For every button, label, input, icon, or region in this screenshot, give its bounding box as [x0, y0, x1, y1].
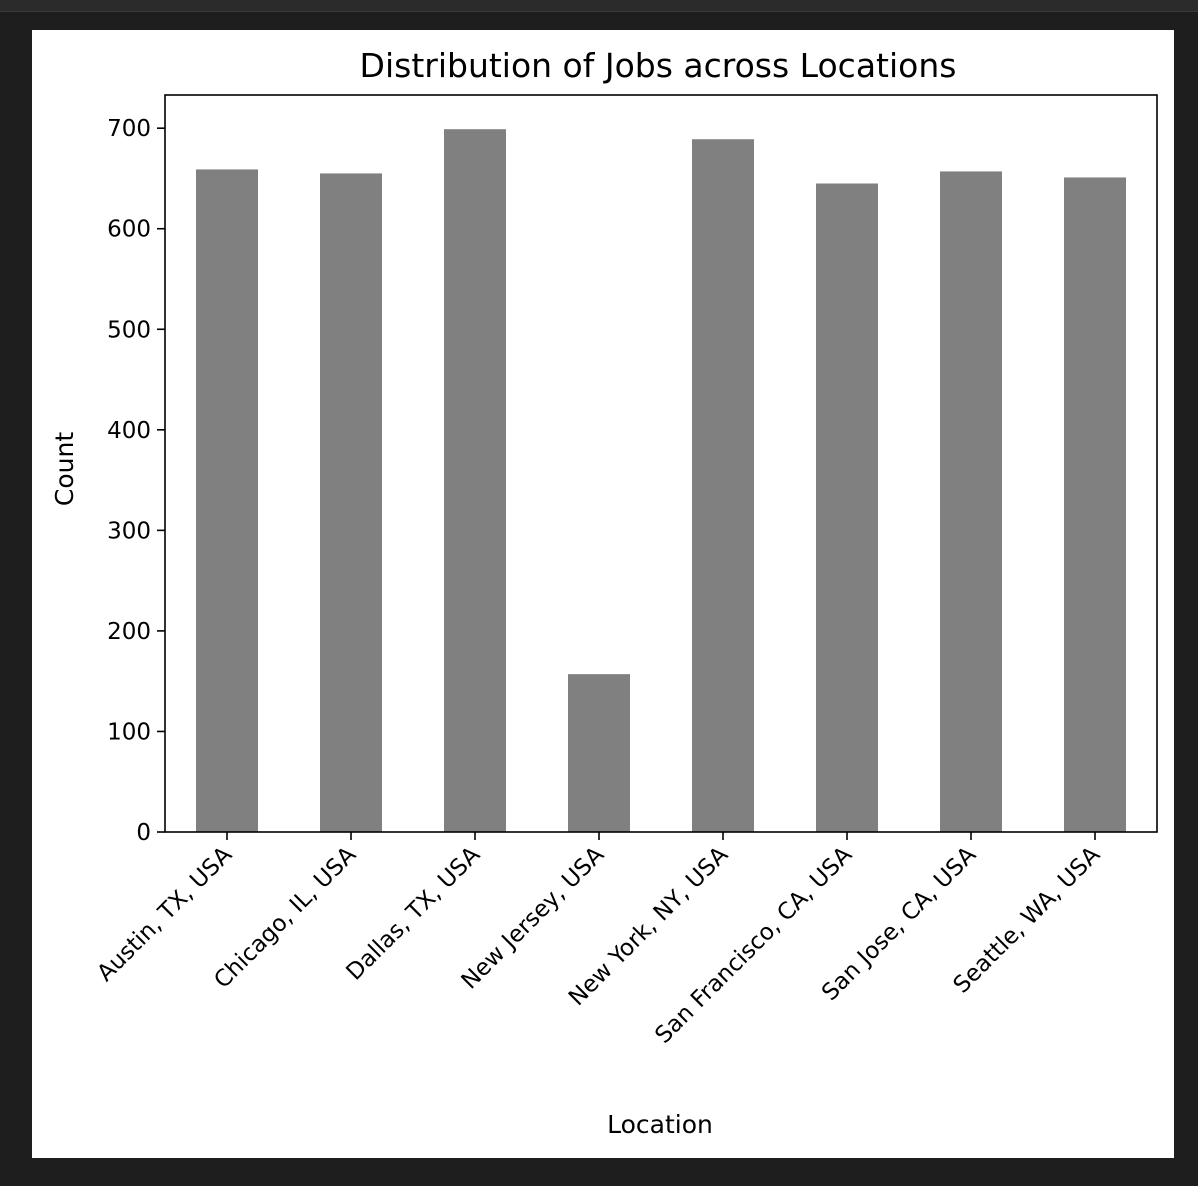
- y-tick-label: 0: [136, 820, 151, 846]
- x-axis-label: Location: [607, 1110, 713, 1139]
- x-tick-label: San Francisco, CA, USA: [650, 842, 857, 1049]
- bar: [1064, 177, 1126, 832]
- plot-frame: [164, 94, 1158, 833]
- bar: [568, 674, 630, 832]
- bar: [692, 139, 754, 832]
- chart-figure: Distribution of Jobs across Locations 0 1…: [32, 30, 1174, 1158]
- y-tick-label: 500: [107, 317, 151, 343]
- chart-title: Distribution of Jobs across Locations: [360, 46, 957, 85]
- bars-group: [196, 129, 1126, 833]
- x-tick-label: Dallas, TX, USA: [341, 842, 485, 986]
- bar: [320, 173, 382, 832]
- bar: [816, 183, 878, 832]
- x-tick-label: Austin, TX, USA: [92, 842, 237, 987]
- y-tick-label: 600: [107, 217, 151, 243]
- bar: [940, 171, 1002, 832]
- bar-chart: Distribution of Jobs across Locations 0 1…: [50, 46, 1158, 1139]
- y-tick-label: 400: [107, 418, 151, 444]
- window-top-bar: [0, 0, 1198, 12]
- bar: [444, 129, 506, 832]
- y-tick-label: 700: [107, 116, 151, 142]
- y-axis: 0 100 200 300 400 500 600 700: [107, 116, 165, 846]
- y-tick-label: 200: [107, 619, 151, 645]
- y-axis-label: Count: [50, 432, 79, 506]
- y-tick-label: 100: [107, 719, 151, 745]
- bar: [196, 169, 258, 833]
- y-tick-label: 300: [107, 518, 151, 544]
